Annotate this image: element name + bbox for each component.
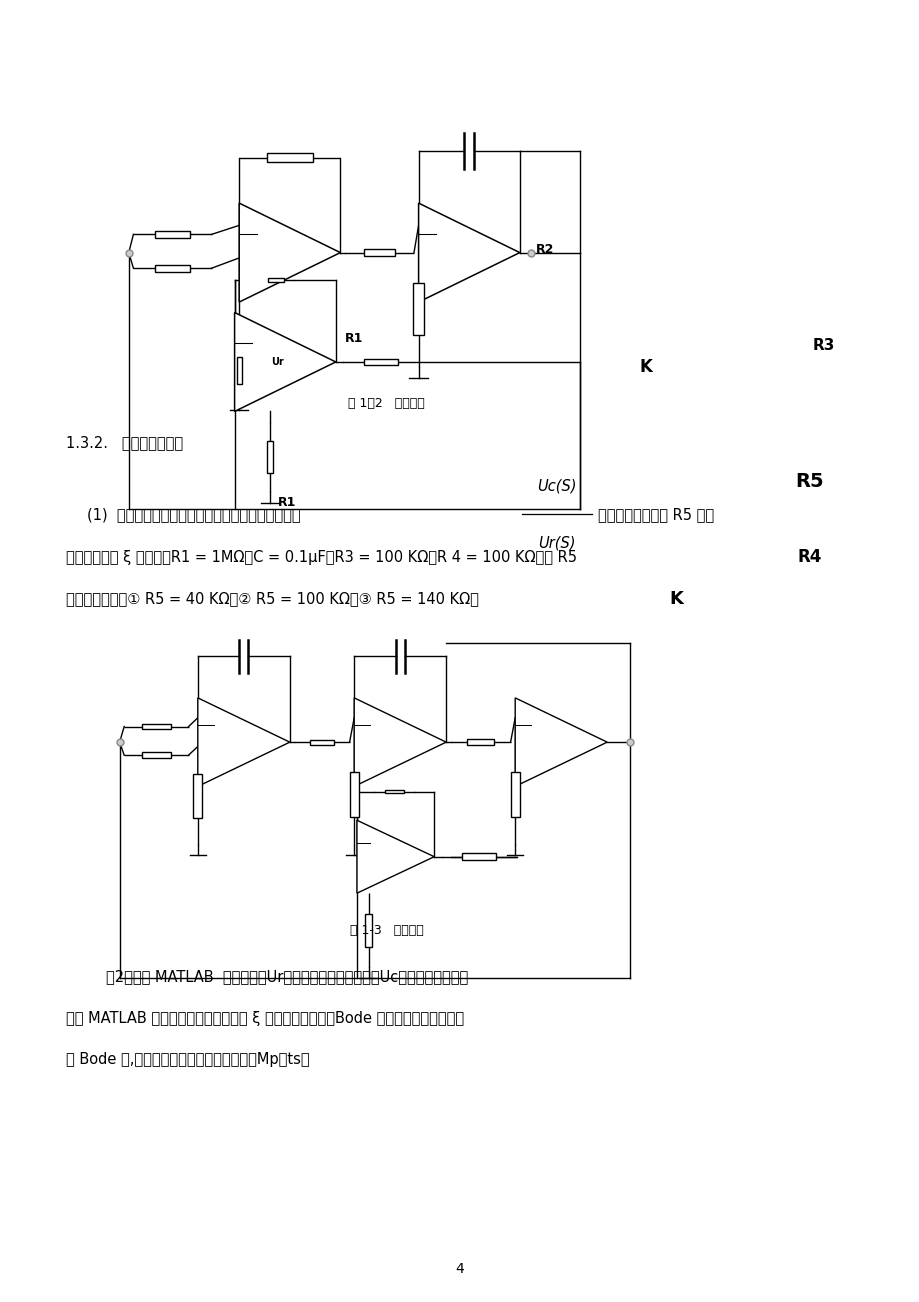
Text: K: K (639, 358, 652, 376)
Polygon shape (234, 312, 335, 411)
Bar (364, 358, 397, 366)
Text: 图 1-3   二阶系统: 图 1-3 二阶系统 (349, 924, 423, 937)
Text: Ur(S): Ur(S) (538, 535, 574, 551)
Text: 利用 MATLAB 仿真，画出不同阻尼比的 ξ 系统的频率特性（Bode 图和乃氏图），根据这: 利用 MATLAB 仿真，画出不同阻尼比的 ξ 系统的频率特性（Bode 图和乃… (66, 1010, 464, 1026)
Text: R1: R1 (345, 332, 363, 345)
Bar (384, 790, 403, 793)
Text: ，说明选取不同的 R5 会有: ，说明选取不同的 R5 会有 (597, 506, 713, 522)
Text: R5: R5 (794, 473, 823, 491)
Bar (236, 357, 242, 384)
Bar (154, 230, 190, 238)
Text: （2）利用 MATLAB  仿真，画出Ur为单位阶跃输入时，输出Uc的时域响应曲线；: （2）利用 MATLAB 仿真，画出Ur为单位阶跃输入时，输出Uc的时域响应曲线… (106, 969, 468, 984)
Polygon shape (239, 203, 340, 302)
Bar (267, 279, 284, 281)
Text: Uc(S): Uc(S) (537, 478, 575, 493)
Bar (309, 740, 335, 745)
Polygon shape (198, 698, 289, 786)
Bar (462, 853, 495, 861)
Text: Ur: Ur (271, 357, 284, 367)
Text: 1.3.2.   二阶系统的仿真: 1.3.2. 二阶系统的仿真 (66, 435, 183, 450)
Text: (1)  推导并写出图１－３所示的二阶系统的传递函数: (1) 推导并写出图１－３所示的二阶系统的传递函数 (87, 506, 301, 522)
Bar (142, 724, 171, 729)
Bar (364, 250, 394, 255)
Bar (365, 914, 371, 947)
Bar (349, 772, 358, 818)
Bar (510, 772, 519, 818)
Bar (154, 264, 190, 272)
Bar (467, 740, 494, 745)
Text: R2: R2 (536, 243, 554, 256)
Bar (413, 284, 424, 336)
Bar (193, 773, 202, 818)
Text: R3: R3 (811, 337, 834, 353)
Polygon shape (357, 820, 434, 893)
Text: 4: 4 (455, 1263, 464, 1276)
Text: 不同的阻尼比 ξ 。图中，R1 = 1MΩ，C = 0.1μF，R3 = 100 KΩ，R 4 = 100 KΩ，而 R5: 不同的阻尼比 ξ 。图中，R1 = 1MΩ，C = 0.1μF，R3 = 100… (66, 549, 576, 565)
Text: 有三种选择，即① R5 = 40 KΩ；② R5 = 100 KΩ；③ R5 = 140 KΩ．: 有三种选择，即① R5 = 40 KΩ；② R5 = 100 KΩ；③ R5 =… (66, 591, 479, 607)
Bar (267, 441, 273, 473)
Polygon shape (354, 698, 446, 786)
Polygon shape (418, 203, 519, 302)
Text: R1: R1 (278, 496, 295, 509)
Polygon shape (515, 698, 607, 786)
Text: R4: R4 (797, 548, 821, 566)
Bar (142, 753, 171, 758)
Text: 个 Bode 图,分析二阶系统的主要动态特性（Mp，ts）: 个 Bode 图,分析二阶系统的主要动态特性（Mp，ts） (66, 1052, 310, 1068)
Text: 图 1－2   一阶系统: 图 1－2 一阶系统 (347, 397, 425, 410)
Bar (267, 154, 312, 161)
Text: K: K (668, 590, 683, 608)
